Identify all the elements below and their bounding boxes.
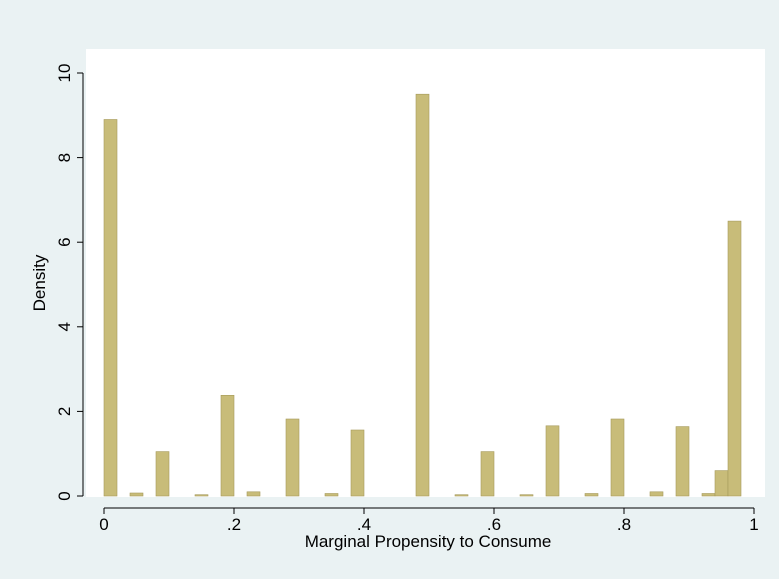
- histogram-bar: [610, 418, 625, 497]
- histogram-bar: [155, 451, 170, 497]
- histogram-bar: [324, 493, 339, 497]
- histogram-bar: [415, 93, 430, 497]
- x-axis-label: Marginal Propensity to Consume: [305, 532, 552, 551]
- histogram-bar: [545, 425, 560, 497]
- x-ticks: 0 .2 .4 .6 .8 1: [99, 508, 759, 534]
- x-tick-label: 1: [749, 515, 758, 534]
- histogram-bar: [220, 394, 235, 497]
- histogram-bar: [194, 494, 209, 497]
- y-ticks: 0 2 4 6 8 10: [55, 64, 83, 501]
- x-tick-label: .4: [357, 515, 371, 534]
- y-tick-label: 8: [55, 153, 74, 162]
- x-tick-label: .8: [617, 515, 631, 534]
- y-tick-label: 6: [55, 237, 74, 246]
- histogram-bar: [350, 429, 365, 497]
- histogram-bar: [246, 491, 261, 497]
- y-tick-label: 0: [55, 491, 74, 500]
- histogram-bar: [727, 220, 742, 497]
- y-tick-label: 10: [55, 64, 74, 83]
- histogram-bar: [519, 494, 534, 497]
- histogram-bar: [129, 492, 144, 497]
- histogram-bar: [480, 451, 495, 497]
- histogram-bar: [714, 470, 729, 497]
- x-tick-label: 0: [99, 515, 108, 534]
- x-tick-label: .6: [487, 515, 501, 534]
- histogram-bar: [584, 493, 599, 497]
- x-tick-label: .2: [227, 515, 241, 534]
- y-tick-label: 2: [55, 407, 74, 416]
- y-axis-label: Density: [30, 254, 49, 311]
- histogram-bar: [675, 426, 690, 497]
- histogram-bar: [285, 418, 300, 497]
- histogram-bar: [454, 494, 469, 497]
- bars: [103, 93, 742, 497]
- histogram-bar: [649, 491, 664, 497]
- histogram-bar: [103, 119, 118, 497]
- y-tick-label: 4: [55, 322, 74, 331]
- histogram-bar: [701, 493, 716, 497]
